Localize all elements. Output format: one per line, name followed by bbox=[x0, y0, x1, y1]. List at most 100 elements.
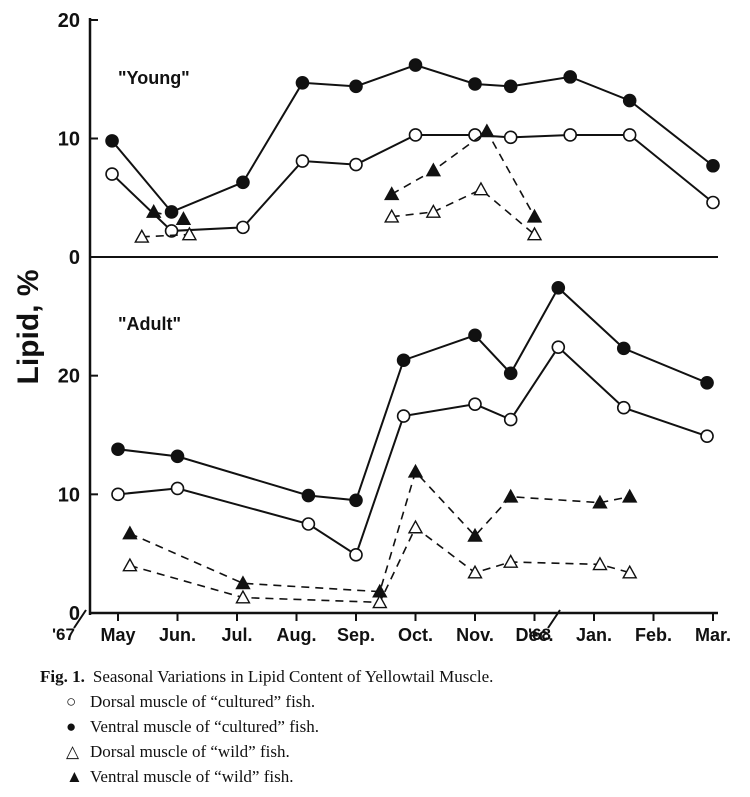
filled-triangle-icon: ▲ bbox=[66, 767, 83, 786]
series-line-cult_ventral bbox=[117, 286, 708, 502]
data-point bbox=[503, 554, 519, 568]
data-point bbox=[111, 487, 125, 502]
legend-text: Dorsal muscle of “wild” fish. bbox=[90, 742, 290, 761]
legend-row-dorsal-wild: △ Dorsal muscle of “wild” fish. bbox=[40, 739, 730, 764]
data-point bbox=[146, 204, 162, 218]
y-tick-label: 20 bbox=[58, 10, 80, 32]
data-point bbox=[295, 154, 310, 168]
data-point bbox=[592, 556, 608, 571]
series-line-wild_ventral bbox=[391, 130, 536, 218]
x-tick-label: Dec. bbox=[515, 625, 553, 645]
data-point bbox=[372, 594, 388, 609]
data-point bbox=[349, 79, 363, 94]
data-point bbox=[111, 442, 125, 457]
data-point bbox=[349, 157, 363, 172]
data-point bbox=[473, 181, 489, 196]
data-point bbox=[467, 527, 483, 542]
data-point bbox=[468, 397, 482, 411]
data-point bbox=[105, 134, 119, 148]
x-tick-label: Mar. bbox=[695, 625, 731, 645]
data-point bbox=[164, 224, 179, 238]
legend-text: Dorsal muscle of “cultured” fish. bbox=[90, 692, 316, 711]
data-point bbox=[425, 162, 442, 177]
data-point bbox=[349, 548, 363, 562]
data-point bbox=[122, 557, 138, 572]
data-point bbox=[551, 340, 566, 354]
data-point bbox=[425, 204, 442, 218]
year-break-mark bbox=[547, 609, 561, 629]
x-tick-label: Sep. bbox=[337, 625, 375, 645]
data-point bbox=[526, 208, 543, 223]
data-point bbox=[616, 341, 631, 356]
data-point bbox=[301, 517, 316, 531]
data-point bbox=[175, 211, 192, 225]
year-mid-label: '68 bbox=[528, 625, 551, 644]
series-line-cult_dorsal bbox=[117, 345, 708, 557]
data-point bbox=[592, 494, 608, 509]
data-point bbox=[122, 525, 138, 540]
data-point bbox=[384, 186, 400, 201]
young-panel bbox=[105, 58, 720, 243]
data-point bbox=[468, 328, 482, 343]
data-point bbox=[170, 481, 185, 496]
data-point bbox=[236, 220, 250, 235]
data-point bbox=[408, 128, 423, 142]
data-point bbox=[384, 208, 400, 223]
y-tick-label: 0 bbox=[69, 247, 80, 269]
data-point bbox=[467, 564, 483, 579]
data-point bbox=[503, 488, 519, 503]
data-point bbox=[170, 449, 185, 464]
figure-caption: Fig. 1. Seasonal Variations in Lipid Cont… bbox=[40, 664, 730, 789]
figure-number: Fig. 1. bbox=[40, 667, 85, 686]
y-tick-label: 20 bbox=[58, 366, 80, 388]
filled-circle-icon: ● bbox=[66, 717, 77, 736]
data-point bbox=[181, 226, 198, 241]
data-point bbox=[468, 77, 482, 91]
data-point bbox=[295, 76, 310, 90]
data-point bbox=[526, 226, 543, 241]
legend-row-ventral-cultured: ● Ventral muscle of “cultured” fish. bbox=[40, 714, 730, 739]
data-point bbox=[301, 488, 316, 503]
data-point bbox=[551, 281, 566, 295]
data-point bbox=[700, 429, 714, 443]
adult-panel bbox=[111, 281, 714, 609]
y-axis-label: Lipid, % bbox=[12, 270, 45, 385]
y-tick-label: 10 bbox=[58, 484, 80, 506]
series-line-wild_dorsal bbox=[141, 233, 190, 238]
data-point bbox=[408, 58, 423, 72]
year-break-mark bbox=[73, 609, 87, 629]
data-point bbox=[563, 128, 578, 142]
data-point bbox=[622, 128, 637, 142]
x-tick-label: Aug. bbox=[277, 625, 317, 645]
series-line-wild_dorsal bbox=[129, 526, 630, 604]
data-point bbox=[622, 93, 637, 108]
x-tick-label: Feb. bbox=[635, 625, 672, 645]
data-point bbox=[396, 409, 411, 423]
data-point bbox=[616, 400, 631, 415]
data-point bbox=[622, 488, 638, 503]
legend-row-ventral-wild: ▲ Ventral muscle of “wild” fish. bbox=[40, 764, 730, 789]
adult-panel-title: "Adult" bbox=[118, 314, 181, 334]
legend-row-dorsal-cultured: ○ Dorsal muscle of “cultured” fish. bbox=[40, 689, 730, 714]
open-triangle-icon: △ bbox=[66, 742, 80, 761]
data-point bbox=[503, 79, 518, 94]
x-tick-label: Oct. bbox=[398, 625, 433, 645]
legend-text: Ventral muscle of “cultured” fish. bbox=[90, 717, 319, 736]
x-tick-label: Jan. bbox=[576, 625, 612, 645]
data-point bbox=[563, 70, 578, 84]
lipid-chart: "Young" "Adult" Lipid, % '67 '68 May Jun.… bbox=[12, 10, 731, 645]
data-point bbox=[236, 175, 250, 190]
y-tick-label: 10 bbox=[58, 129, 80, 151]
data-point bbox=[706, 158, 720, 173]
year-start-label: '67 bbox=[52, 625, 75, 644]
x-tick-label: Jun. bbox=[159, 625, 196, 645]
data-point bbox=[105, 167, 119, 181]
x-tick-label: May bbox=[100, 625, 135, 645]
caption-title-line: Fig. 1. Seasonal Variations in Lipid Cont… bbox=[40, 664, 730, 689]
caption-title: Seasonal Variations in Lipid Content of … bbox=[92, 667, 494, 686]
data-point bbox=[503, 130, 518, 145]
legend-text: Ventral muscle of “wild” fish. bbox=[90, 767, 294, 786]
data-point bbox=[503, 366, 518, 381]
x-tick-label: Jul. bbox=[221, 625, 252, 645]
data-point bbox=[235, 589, 251, 604]
